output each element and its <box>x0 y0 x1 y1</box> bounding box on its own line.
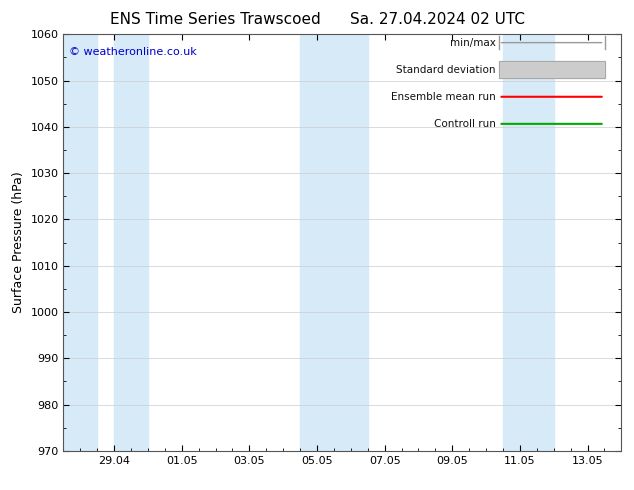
Bar <box>114 34 148 451</box>
Text: Controll run: Controll run <box>434 119 496 129</box>
Bar <box>300 34 368 451</box>
Text: Ensemble mean run: Ensemble mean run <box>391 92 496 102</box>
Text: min/max: min/max <box>450 38 496 48</box>
Text: © weatheronline.co.uk: © weatheronline.co.uk <box>69 47 197 57</box>
Text: Standard deviation: Standard deviation <box>396 65 496 74</box>
Text: ENS Time Series Trawscoed      Sa. 27.04.2024 02 UTC: ENS Time Series Trawscoed Sa. 27.04.2024… <box>110 12 524 27</box>
Y-axis label: Surface Pressure (hPa): Surface Pressure (hPa) <box>12 172 25 314</box>
Bar <box>503 34 553 451</box>
Bar <box>63 34 97 451</box>
Bar <box>498 61 605 78</box>
Bar <box>498 61 605 78</box>
